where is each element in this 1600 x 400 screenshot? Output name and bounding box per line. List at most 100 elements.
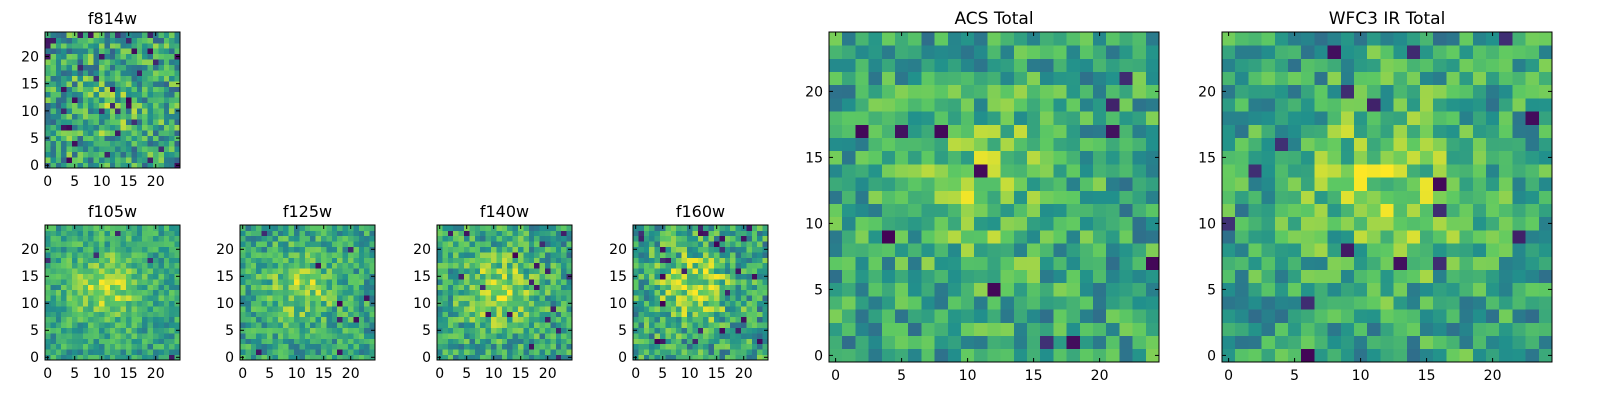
- heatmap-cell: [1525, 190, 1540, 204]
- heatmap-cell: [708, 316, 715, 323]
- heatmap-cell: [654, 268, 661, 274]
- heatmap-cell: [142, 295, 148, 301]
- heatmap-cell: [294, 306, 300, 312]
- heatmap-cell: [974, 58, 988, 72]
- heatmap-cell: [1274, 256, 1289, 270]
- heatmap-cell: [1066, 124, 1081, 138]
- heatmap-cell: [82, 32, 89, 38]
- heatmap-cell: [163, 146, 170, 153]
- heatmap-cell: [326, 343, 333, 350]
- heatmap-cell: [174, 97, 181, 104]
- heatmap-cell: [1472, 32, 1487, 46]
- heatmap-cell: [670, 235, 677, 242]
- heatmap-cell: [353, 333, 360, 339]
- heatmap-cell: [45, 129, 51, 136]
- heatmap-cell: [174, 225, 181, 231]
- heatmap-cell: [1538, 150, 1553, 165]
- heatmap-cell: [638, 338, 645, 345]
- heatmap-cell: [485, 246, 492, 253]
- x-tick-label: 20: [342, 366, 360, 382]
- heatmap-cell: [99, 284, 105, 291]
- heatmap-cell: [256, 316, 262, 323]
- heatmap-cell: [1132, 124, 1147, 138]
- heatmap-cell: [147, 53, 154, 60]
- heatmap-cell: [512, 257, 519, 264]
- heatmap-cell: [987, 137, 1001, 152]
- heatmap-cell: [131, 273, 138, 280]
- heatmap-cell: [566, 306, 573, 312]
- heatmap-cell: [654, 257, 661, 264]
- heatmap-cell: [1301, 111, 1315, 125]
- heatmap-cell: [250, 284, 257, 291]
- heatmap-cell: [353, 338, 360, 345]
- heatmap-cell: [72, 108, 78, 114]
- heatmap-cell: [1340, 203, 1355, 218]
- heatmap-cell: [528, 257, 535, 264]
- heatmap-cell: [676, 343, 682, 350]
- heatmap-cell: [1486, 190, 1500, 204]
- heatmap-cell: [643, 252, 650, 258]
- heatmap-cell: [120, 300, 127, 307]
- heatmap-cell: [50, 279, 57, 285]
- heatmap-cell: [480, 230, 486, 237]
- heatmap-cell: [1327, 216, 1342, 231]
- heatmap-cell: [1301, 58, 1315, 72]
- heatmap-cell: [1000, 269, 1015, 284]
- heatmap-cell: [348, 300, 354, 307]
- heatmap-cell: [109, 241, 116, 247]
- heatmap-cell: [267, 306, 273, 312]
- heatmap-cell: [868, 230, 883, 244]
- heatmap-cell: [751, 241, 758, 247]
- heatmap-cell: [93, 86, 100, 93]
- heatmap-cell: [1274, 150, 1289, 165]
- heatmap-cell: [115, 311, 121, 318]
- heatmap-cell: [55, 279, 62, 285]
- heatmap-cell: [437, 241, 443, 247]
- heatmap-cell: [131, 343, 138, 350]
- x-tick-label: 10: [93, 366, 111, 382]
- heatmap-cell: [512, 316, 519, 323]
- heatmap-cell: [315, 327, 322, 334]
- heatmap-cell: [474, 279, 481, 285]
- heatmap-cell: [50, 32, 57, 38]
- heatmap-cell: [72, 333, 78, 339]
- heatmap-cell: [1499, 45, 1513, 59]
- heatmap-cell: [99, 70, 105, 76]
- heatmap-cell: [496, 230, 503, 237]
- heatmap-cell: [908, 230, 922, 244]
- heatmap-cell: [447, 241, 454, 247]
- heatmap-cell: [868, 269, 883, 284]
- heatmap-cell: [45, 113, 51, 120]
- heatmap-cell: [131, 151, 138, 158]
- heatmap-cell: [676, 354, 682, 361]
- heatmap-cell: [126, 42, 132, 49]
- heatmap-cell: [643, 225, 650, 231]
- heatmap-cell: [719, 268, 726, 274]
- heatmap-cell: [539, 322, 546, 328]
- heatmap-cell: [730, 268, 736, 274]
- heatmap-cell: [741, 300, 747, 307]
- heatmap-cell: [643, 230, 650, 237]
- heatmap-cell: [99, 80, 105, 87]
- heatmap-cell: [934, 216, 949, 231]
- y-tick-label: 5: [1207, 282, 1216, 298]
- heatmap-cell: [654, 279, 661, 285]
- heatmap-cell: [120, 295, 127, 301]
- heatmap-cell: [1079, 309, 1094, 323]
- heatmap-cell: [1380, 45, 1394, 59]
- heatmap-cell: [1472, 124, 1487, 138]
- heatmap-cell: [453, 252, 459, 258]
- heatmap-cell: [1235, 58, 1249, 72]
- heatmap-cell: [82, 146, 89, 153]
- heatmap-cell: [163, 102, 170, 109]
- heatmap-cell: [304, 257, 311, 264]
- heatmap-cell: [638, 327, 645, 334]
- heatmap-cell: [304, 300, 311, 307]
- heatmap-cell: [321, 262, 327, 269]
- heatmap-cell: [109, 343, 116, 350]
- heatmap-cell: [1053, 230, 1067, 244]
- heatmap-cell: [649, 289, 655, 296]
- heatmap-cell: [326, 354, 333, 361]
- heatmap-cell: [283, 241, 289, 247]
